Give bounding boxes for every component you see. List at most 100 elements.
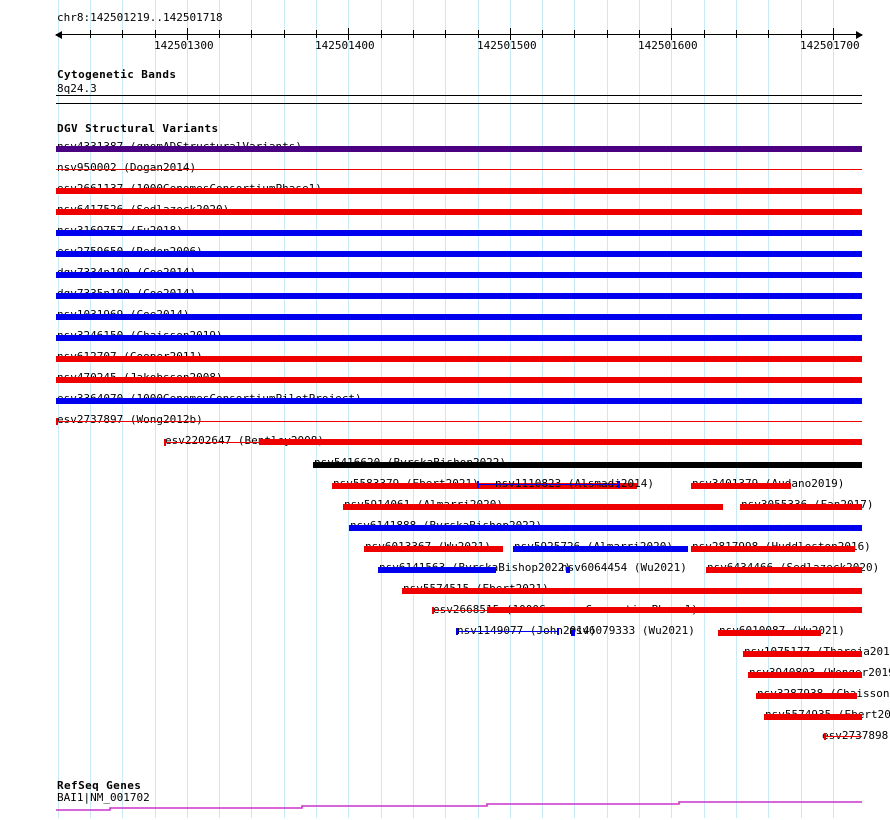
arrow-right-icon[interactable] bbox=[856, 31, 863, 39]
dgv-feature-bar[interactable] bbox=[56, 314, 862, 320]
dgv-feature-end-cap bbox=[456, 628, 458, 635]
grid-line bbox=[348, 0, 349, 818]
dgv-feature-bar[interactable] bbox=[56, 230, 862, 236]
ruler-tick-minor bbox=[381, 30, 382, 38]
dgv-feature-bar[interactable] bbox=[56, 398, 862, 404]
cytoband-label[interactable]: 8q24.3 bbox=[57, 82, 97, 95]
dgv-feature-bar[interactable] bbox=[691, 483, 791, 489]
dgv-feature-end-cap bbox=[618, 481, 620, 488]
dgv-feature-bar[interactable] bbox=[456, 631, 559, 632]
dgv-feature-bar[interactable] bbox=[56, 356, 862, 362]
grid-line bbox=[639, 0, 640, 818]
dgv-feature-bar[interactable] bbox=[824, 736, 862, 737]
dgv-feature-bar[interactable] bbox=[56, 209, 862, 215]
ruler-tick-minor bbox=[768, 30, 769, 38]
dgv-feature-bar[interactable] bbox=[706, 567, 862, 573]
ruler-tick-minor bbox=[251, 30, 252, 38]
grid-line bbox=[510, 0, 511, 818]
dgv-feature-bar[interactable] bbox=[743, 651, 862, 657]
dgv-feature-bar[interactable] bbox=[402, 588, 862, 594]
dgv-feature-bar[interactable] bbox=[487, 607, 862, 613]
ruler-tick-minor bbox=[801, 30, 802, 38]
refseq-intron-line bbox=[56, 801, 862, 811]
ruler-tick-label: 142501300 bbox=[154, 39, 214, 52]
dgv-feature-bar[interactable] bbox=[748, 672, 862, 678]
dgv-feature-bar[interactable] bbox=[756, 693, 857, 699]
cytoband-rule-top bbox=[56, 95, 862, 96]
ruler-tick-label: 142501600 bbox=[638, 39, 698, 52]
dgv-feature-label[interactable]: esv2737898 bbox=[822, 729, 889, 742]
grid-line bbox=[607, 0, 608, 818]
dgv-feature-bar[interactable] bbox=[740, 504, 862, 510]
refseq-gene-label[interactable]: BAI1|NM_001702 bbox=[57, 791, 150, 804]
ruler-tick-major bbox=[833, 28, 834, 40]
dgv-feature-bar[interactable] bbox=[56, 272, 862, 278]
dgv-feature-label[interactable]: nsv1110823 (Alsmadi2014) bbox=[495, 477, 654, 490]
dgv-feature-bar[interactable] bbox=[313, 462, 862, 468]
dgv-feature-bar[interactable] bbox=[56, 335, 862, 341]
dgv-feature-end-cap bbox=[557, 628, 559, 635]
ruler-tick-minor bbox=[155, 30, 156, 38]
grid-line bbox=[736, 0, 737, 818]
grid-line bbox=[284, 0, 285, 818]
dgv-feature-bar[interactable] bbox=[566, 567, 570, 573]
dgv-feature-bar[interactable] bbox=[56, 188, 862, 194]
dgv-feature-bar[interactable] bbox=[364, 546, 503, 552]
ruler-tick-minor bbox=[639, 30, 640, 38]
cytoband-track-title: Cytogenetic Bands bbox=[57, 68, 177, 81]
dgv-feature-bar[interactable] bbox=[691, 546, 855, 552]
dgv-feature-bar[interactable] bbox=[378, 567, 496, 573]
dgv-feature-bar[interactable] bbox=[56, 377, 862, 383]
dgv-feature-label[interactable]: esv2737897 (Wong2012b) bbox=[57, 413, 203, 426]
grid-line bbox=[316, 0, 317, 818]
dgv-feature-label[interactable]: nsv1149077 (John2014) bbox=[457, 624, 597, 637]
dgv-feature-bar[interactable] bbox=[56, 421, 862, 422]
grid-line bbox=[413, 0, 414, 818]
grid-line bbox=[478, 0, 479, 818]
grid-line bbox=[574, 0, 575, 818]
ruler-tick-minor bbox=[90, 30, 91, 38]
dgv-feature-end-cap bbox=[164, 439, 166, 446]
dgv-feature-bar[interactable] bbox=[56, 251, 862, 257]
dgv-feature-end-cap bbox=[477, 481, 479, 488]
grid-line bbox=[542, 0, 543, 818]
dgv-feature-bar[interactable] bbox=[343, 504, 723, 510]
grid-line bbox=[219, 0, 220, 818]
grid-line bbox=[251, 0, 252, 818]
dgv-feature-bar[interactable] bbox=[332, 483, 637, 489]
grid-line bbox=[445, 0, 446, 818]
dgv-feature-bar[interactable] bbox=[56, 169, 862, 170]
dgv-feature-bar[interactable] bbox=[477, 484, 620, 485]
arrow-left-icon[interactable] bbox=[55, 31, 62, 39]
dgv-feature-label[interactable]: nsv6064454 (Wu2021) bbox=[561, 561, 687, 574]
dgv-feature-end-cap bbox=[824, 733, 826, 740]
ruler-tick-minor bbox=[736, 30, 737, 38]
dgv-feature-bar[interactable] bbox=[571, 630, 575, 636]
ruler-tick-minor bbox=[542, 30, 543, 38]
dgv-feature-bar[interactable] bbox=[718, 630, 821, 636]
ruler-tick-minor bbox=[219, 30, 220, 38]
refseq-track-title: RefSeq Genes bbox=[57, 779, 142, 792]
dgv-feature-bar[interactable] bbox=[513, 546, 688, 552]
dgv-feature-bar[interactable] bbox=[764, 714, 862, 720]
ruler-tick-minor bbox=[316, 30, 317, 38]
dgv-track-title: DGV Structural Variants bbox=[57, 122, 219, 135]
dgv-feature-bar[interactable] bbox=[56, 146, 862, 152]
dgv-feature-end-cap bbox=[432, 607, 434, 614]
ruler-tick-minor bbox=[574, 30, 575, 38]
dgv-feature-bar[interactable] bbox=[56, 293, 862, 299]
dgv-feature-lead[interactable] bbox=[164, 442, 259, 443]
dgv-feature-label[interactable]: nsv950002 (Dogan2014) bbox=[57, 161, 197, 174]
ruler-tick-minor bbox=[445, 30, 446, 38]
ruler-axis[interactable] bbox=[56, 34, 862, 35]
locus-label: chr8:142501219..142501718 bbox=[57, 11, 223, 24]
dgv-feature-lead[interactable] bbox=[432, 610, 487, 611]
ruler-tick-major bbox=[510, 28, 511, 40]
dgv-feature-bar[interactable] bbox=[349, 525, 862, 531]
refseq-gene-svg[interactable] bbox=[0, 780, 890, 820]
dgv-feature-label[interactable]: nsv6079333 (Wu2021) bbox=[569, 624, 695, 637]
ruler-tick-major bbox=[348, 28, 349, 40]
ruler-tick-minor bbox=[122, 30, 123, 38]
dgv-feature-bar[interactable] bbox=[259, 439, 862, 445]
